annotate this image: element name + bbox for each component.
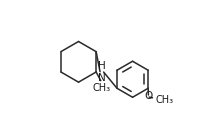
Text: H: H xyxy=(98,61,106,71)
Text: O: O xyxy=(144,91,152,101)
Text: CH₃: CH₃ xyxy=(92,83,110,93)
Text: CH₃: CH₃ xyxy=(155,95,173,105)
Text: N: N xyxy=(98,73,106,83)
